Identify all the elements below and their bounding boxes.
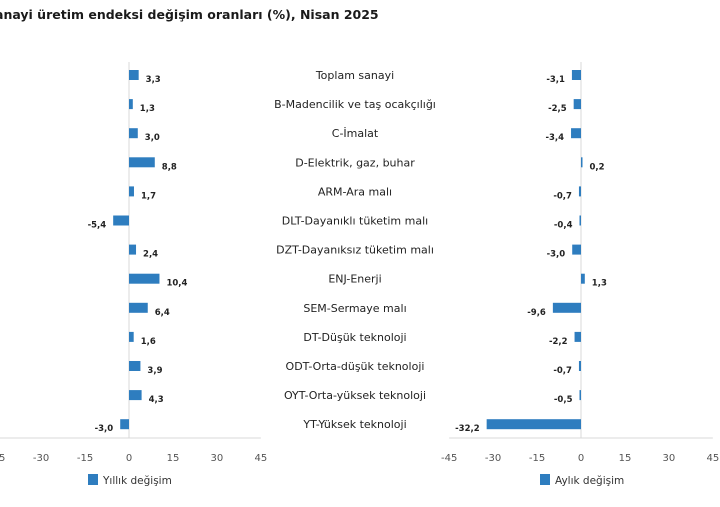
data-label: -0,5 [554, 395, 573, 405]
bar [129, 361, 141, 371]
category-label: OYT-Orta-yüksek teknoloji [284, 389, 426, 402]
bar [129, 128, 138, 139]
category-label: YT-Yüksek teknoloji [302, 418, 406, 431]
data-label: 3,9 [147, 366, 162, 376]
category-label: DT-Düşük teknoloji [303, 331, 406, 344]
data-label: 1,6 [141, 337, 156, 347]
bar [571, 128, 581, 139]
bar [578, 361, 581, 371]
data-label: 10,4 [166, 279, 187, 289]
bar [113, 215, 129, 226]
bar [573, 99, 581, 110]
data-label: 1,3 [140, 104, 155, 114]
data-label: 0,2 [590, 162, 605, 172]
data-label: -5,4 [88, 221, 107, 231]
legend-swatch [88, 474, 98, 485]
data-label: 3,0 [145, 133, 160, 143]
category-label: DZT-Dayanıksız tüketim malı [276, 244, 434, 257]
category-label: Toplam sanayi [315, 69, 394, 82]
bar [578, 186, 581, 197]
x-tick-label: 45 [706, 453, 719, 464]
bar [579, 390, 581, 401]
bar [486, 419, 581, 430]
bar [129, 331, 134, 342]
data-label: 1,3 [592, 279, 607, 289]
chart-title: Sanayi üretim endeksi değişim oranları (… [0, 7, 379, 22]
bar [552, 302, 581, 313]
data-label: -3,0 [547, 250, 566, 260]
bar [129, 70, 139, 80]
x-tick-label: 30 [211, 453, 224, 464]
data-label: -32,2 [455, 424, 480, 434]
category-label: ARM-Ara malı [318, 185, 392, 198]
data-label: -3,1 [546, 75, 565, 85]
data-label: -0,7 [553, 191, 572, 201]
data-label: -2,2 [549, 337, 568, 347]
data-label: -3,4 [545, 133, 564, 143]
x-tick-label: 0 [126, 453, 132, 464]
bar [579, 215, 581, 226]
x-tick-label: 45 [254, 453, 267, 464]
data-label: -0,4 [554, 221, 573, 231]
legend-swatch [540, 474, 550, 485]
x-tick-label: 15 [619, 453, 632, 464]
x-tick-label: -15 [529, 453, 545, 464]
category-label: D-Elektrik, gaz, buhar [295, 156, 415, 169]
data-label: 4,3 [149, 395, 164, 405]
x-tick-label: -45 [441, 453, 457, 464]
category-label: ODT-Orta-düşük teknoloji [286, 360, 425, 373]
data-label: 8,8 [162, 162, 177, 172]
x-tick-label: 30 [663, 453, 676, 464]
bar [129, 244, 137, 255]
category-label: B-Madencilik ve taş ocakçılığı [274, 98, 436, 111]
category-label: C-İmalat [332, 127, 379, 140]
data-label: 6,4 [155, 308, 170, 318]
x-tick-label: -45 [0, 453, 5, 464]
bar [129, 157, 155, 168]
bar [129, 186, 134, 197]
x-tick-label: -15 [77, 453, 93, 464]
bar [129, 273, 160, 284]
data-label: -3,0 [95, 424, 114, 434]
bar [572, 244, 581, 255]
bar [129, 302, 148, 313]
data-label: 3,3 [146, 75, 161, 85]
bar [129, 99, 133, 110]
x-tick-label: 15 [167, 453, 180, 464]
data-label: 2,4 [143, 250, 158, 260]
category-label: ENJ-Enerji [328, 273, 381, 286]
legend-label: Yıllık değişim [102, 475, 172, 487]
category-label: SEM-Sermaye malı [303, 302, 406, 315]
data-label: -9,6 [527, 308, 546, 318]
category-label: DLT-Dayanıklı tüketim malı [282, 215, 428, 228]
bar [571, 70, 581, 80]
x-tick-label: 0 [578, 453, 584, 464]
bar [581, 157, 583, 168]
x-tick-label: -30 [33, 453, 49, 464]
x-tick-label: -30 [485, 453, 501, 464]
legend-label: Aylık değişim [555, 475, 624, 487]
bar [129, 390, 142, 401]
bar [581, 273, 585, 284]
data-label: -0,7 [553, 366, 572, 376]
data-label: 1,7 [141, 191, 156, 201]
bar [120, 419, 129, 430]
bar [574, 331, 581, 342]
data-label: -2,5 [548, 104, 567, 114]
